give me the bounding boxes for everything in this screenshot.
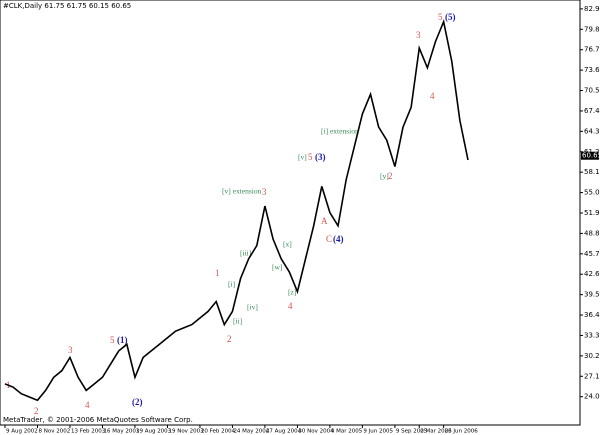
y-tick-label: 58.15 [584, 168, 600, 176]
price-line [4, 19, 469, 402]
wave-label: [iii] [240, 249, 251, 258]
wave-label: 4 [288, 301, 293, 311]
wave-label: (2) [132, 397, 143, 407]
x-tick-label: 27 Aug 2004 [266, 429, 302, 435]
x-tick-label: 13 Feb 2003 [71, 429, 106, 435]
x-tick-label: 19 Nov 2003 [168, 429, 204, 435]
last-price-label: 60.65 [582, 152, 600, 160]
wave-label: [y] [380, 172, 389, 181]
wave-label: 3 [68, 345, 73, 355]
wave-label: (3) [315, 152, 326, 162]
y-tick-label: 51.95 [584, 209, 600, 217]
x-tick-label: 23 Jun 2006 [445, 429, 479, 435]
wave-label: 4 [85, 400, 90, 410]
wave-label: [i] [228, 280, 235, 289]
footer: MetaTrader, © 2001-2006 MetaQuotes Softw… [3, 416, 193, 424]
wave-label: (4) [333, 234, 344, 244]
y-tick-label: 24.05 [584, 393, 600, 401]
wave-label: [iv] [247, 303, 258, 312]
y-tick-label: 79.85 [584, 25, 600, 33]
wave-label: [z] [288, 288, 296, 297]
y-tick-label: 27.15 [584, 372, 600, 380]
x-tick-label: 19 Aug 2003 [136, 429, 172, 435]
wave-label: 4 [430, 91, 435, 101]
wave-label: [ii] [233, 317, 242, 326]
x-tick-label: 30 Nov 2004 [298, 429, 334, 435]
wave-label: [w] [272, 263, 282, 272]
y-tick-label: 36.45 [584, 311, 600, 319]
x-tick-label: 8 Nov 2002 [38, 429, 70, 435]
y-tick-label: 33.35 [584, 331, 600, 339]
plot-frame [0, 0, 581, 426]
y-tick-label: 42.65 [584, 270, 600, 278]
wave-label: 5 [308, 152, 313, 162]
wave-label: [x] [283, 240, 292, 249]
wave-label: 3 [416, 30, 421, 40]
wave-label: (5) [445, 12, 456, 22]
x-tick-label: 16 May 2003 [103, 429, 139, 435]
wave-label: A [321, 216, 328, 226]
x-tick-label: 9 Sep 2005 [396, 429, 428, 435]
wave-label: (1) [117, 335, 128, 345]
y-tick-label: 30.25 [584, 352, 600, 360]
y-tick-label: 70.55 [584, 87, 600, 95]
wave-labels: 1 2 3 4 5 (1) (2) 1 2 3 4 5 (3) A C (4) … [6, 12, 456, 416]
wave-label: 5 [110, 335, 115, 345]
wave-label: [i] extension [321, 127, 359, 136]
last-price-box [581, 151, 599, 160]
x-tick-label: 20 Feb 2004 [201, 429, 236, 435]
y-tick-label: 55.05 [584, 189, 600, 197]
wave-label: [v] [298, 153, 307, 162]
wave-label: 2 [388, 171, 393, 181]
y-tick-label: 45.75 [584, 250, 600, 258]
x-tick-label: 9 Jun 2005 [363, 429, 393, 435]
wave-label: 2 [34, 406, 39, 416]
wave-label: C [326, 234, 332, 244]
y-tick-label: 67.45 [584, 107, 600, 115]
y-tick-label: 82.95 [584, 5, 600, 13]
header: #CLK,Daily 61.75 61.75 60.15 60.65 [3, 2, 131, 10]
y-tick-label: 39.55 [584, 291, 600, 299]
y-tick-label: 73.65 [584, 66, 600, 74]
y-tick-label: 64.35 [584, 127, 600, 135]
wave-label: 5 [438, 12, 443, 22]
x-tick-label: 9 Aug 2002 [6, 429, 38, 435]
y-tick-label: 76.75 [584, 46, 600, 54]
wave-label: 2 [227, 334, 232, 344]
wave-label: 3 [262, 187, 267, 197]
x-tick-label: 24 May 2004 [233, 429, 269, 435]
x-tick-label: 4 Mar 2005 [331, 429, 363, 435]
wave-label: [v] extension [222, 187, 262, 196]
wave-label: 1 [215, 268, 220, 278]
y-tick-label: 48.85 [584, 229, 600, 237]
x-tick-label: 2 Mar 2006 [420, 429, 452, 435]
